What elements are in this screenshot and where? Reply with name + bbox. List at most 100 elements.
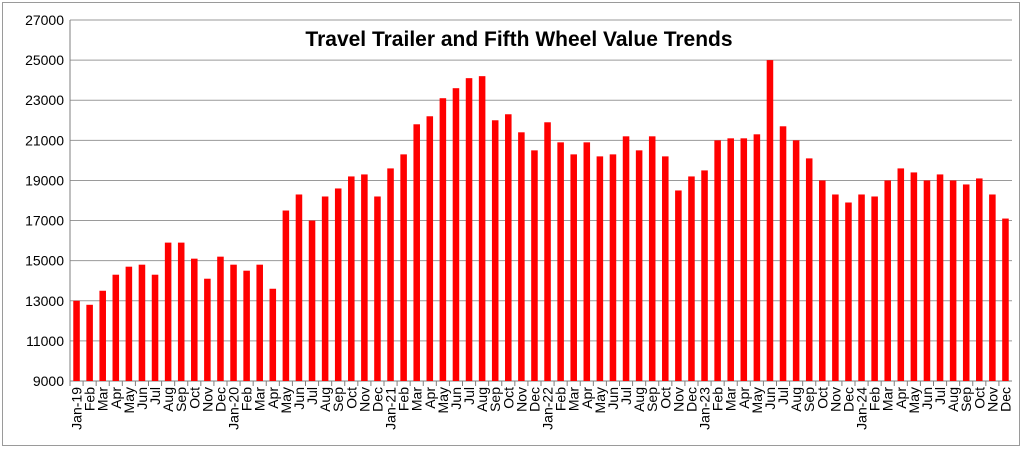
bar [648,136,656,381]
bar [557,142,564,381]
bar [439,98,447,381]
bar [230,264,237,381]
x-tick-label: Aug [788,387,804,412]
y-tick-label: 9000 [33,373,64,389]
x-tick-label: Jan-24 [854,387,870,430]
x-tick-label: Dec [369,387,385,412]
x-tick-label: May [121,387,137,413]
x-tick-label: Aug [474,387,490,412]
bar [858,194,865,381]
bar [151,274,159,381]
bar [452,88,460,381]
bar [544,122,551,382]
bar [675,190,682,381]
bar [256,264,263,381]
x-tick-label: Oct [186,387,202,409]
x-tick-label: Jun [134,387,150,410]
x-tick-label: Mar [880,387,896,411]
bar [871,196,878,381]
bar [897,168,905,381]
x-tick-label: Feb [710,387,726,411]
x-tick-label: Jul [147,387,163,405]
bar [177,242,185,381]
x-tick-label: Apr [108,387,124,409]
x-tick-label: Feb [867,387,883,411]
x-tick-label: Apr [893,387,909,409]
bar [923,180,931,381]
bar [583,142,591,381]
y-tick-label: 17000 [25,213,64,229]
bar [164,242,172,381]
bar [976,178,983,381]
bar [465,78,473,382]
bar [204,278,211,381]
bar [779,126,787,382]
bar [962,184,970,381]
x-tick-label: Jun [605,387,621,410]
x-tick-label: Dec [683,387,699,412]
bar [387,168,394,381]
x-tick-label: Sep [487,387,503,412]
bar [334,188,342,381]
x-tick-label: Jan-22 [540,387,556,430]
x-tick-label: Jul [932,387,948,405]
x-tick-label: Jul [304,387,320,405]
x-tick-label: Apr [736,387,752,409]
bar [740,138,748,381]
y-tick-label: 13000 [25,293,64,309]
bar [138,264,146,381]
x-tick-label: Mar [252,387,268,411]
bar [518,132,525,381]
x-tick-label: Nov [513,387,529,412]
bar [989,194,996,381]
x-tick-label: Nov [827,387,843,412]
x-tick-label: Oct [500,387,516,409]
y-tick-label: 19000 [25,172,64,188]
x-tick-label: Feb [239,387,255,411]
bar [701,170,708,381]
bar [635,150,643,381]
x-tick-label: Oct [343,387,359,409]
x-tick-label: Jul [461,387,477,405]
bar [805,158,813,381]
bar [505,114,512,381]
x-tick-label: Nov [199,387,215,412]
x-tick-label: Mar [409,387,425,411]
bar [282,210,290,381]
x-tick-label: Dec [526,387,542,412]
x-tick-label: Aug [317,387,333,412]
x-tick-label: Dec [840,387,856,412]
x-tick-label: Jan-23 [697,387,713,430]
x-tick-label: Aug [631,387,647,412]
x-tick-label: Feb [82,387,98,411]
bar [688,176,695,381]
x-tick-label: Sep [173,387,189,412]
x-tick-label: Aug [160,387,176,412]
x-tick-label: Oct [971,387,987,409]
x-tick-label: Sep [958,387,974,412]
x-tick-label: Jan-19 [69,387,85,430]
bar [112,274,120,381]
bar [400,154,407,381]
y-tick-label: 21000 [25,132,64,148]
x-tick-label: Feb [553,387,569,411]
bar [269,288,277,381]
x-tick-label: Nov [670,387,686,412]
bar [609,154,617,381]
y-axis: 9000 11000 13000 15000 17000 19000 21000 23000 2… [25,12,71,389]
bar [191,258,198,381]
x-tick-label: Jan-21 [383,387,399,430]
x-tick-label: Jul [775,387,791,405]
bar [321,196,329,381]
x-tick-label: Aug [945,387,961,412]
x-tick-label: Apr [422,387,438,409]
y-tick-label: 25000 [25,52,64,68]
bar [714,140,721,381]
x-tick-label: May [592,387,608,413]
chart-title: Travel Trailer and Fifth Wheel Value Tre… [305,28,732,51]
bar [884,180,891,381]
bar [845,202,852,381]
x-tick-label: Feb [396,387,412,411]
bar [243,270,250,381]
x-tick-label: Oct [814,387,830,409]
